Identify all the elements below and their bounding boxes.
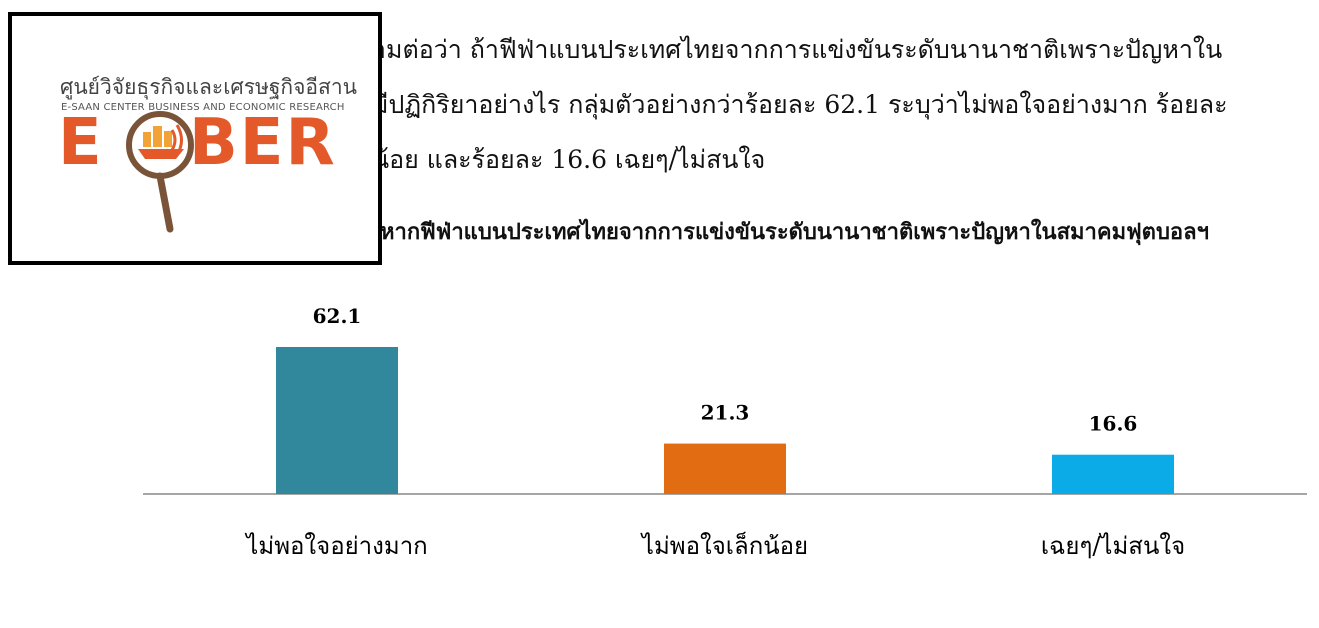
bar-1: [276, 347, 398, 494]
category-label-2: ไม่พอใจเล็กน้อย: [640, 531, 808, 560]
logo-wordmark-e: E: [58, 106, 102, 180]
paragraph-line-3: น้อย และร้อยละ 16.6 เฉยๆ/ไม่สนใจ: [372, 145, 766, 174]
magnifier-ship-icon: [126, 111, 194, 233]
logo-thai-text: ศูนย์วิจัยธุรกิจและเศรษฐกิจอีสาน: [60, 75, 358, 99]
data-label-2: 21.3: [701, 401, 750, 425]
ecber-logo: ศูนย์วิจัยธุรกิจและเศรษฐกิจอีสาน E-SAAN …: [8, 12, 382, 265]
logo-english-text: E-SAAN CENTER BUSINESS AND ECONOMIC RESE…: [61, 102, 345, 113]
category-label-1: ไม่พอใจอย่างมาก: [244, 532, 427, 560]
chart-title: หากฟีฟ่าแบนประเทศไทยจากการแข่งขันระดับนา…: [380, 219, 1209, 245]
bar-2: [664, 443, 786, 494]
bar-3: [1052, 454, 1174, 494]
paragraph-line-1: ามต่อว่า ถ้าฟีฟ่าแบนประเทศไทยจากการแข่งข…: [372, 35, 1223, 64]
logo-wordmark-ber: BER: [189, 106, 337, 180]
category-label-3: เฉยๆ/ไม่สนใจ: [1041, 532, 1185, 560]
data-label-3: 16.6: [1089, 412, 1138, 436]
data-label-1: 62.1: [313, 304, 362, 328]
description-paragraph: ามต่อว่า ถ้าฟีฟ่าแบนประเทศไทยจากการแข่งข…: [372, 22, 1302, 187]
paragraph-line-2: มีปฏิกิริยาอย่างไร กลุ่มตัวอย่างกว่าร้อย…: [372, 90, 1228, 119]
